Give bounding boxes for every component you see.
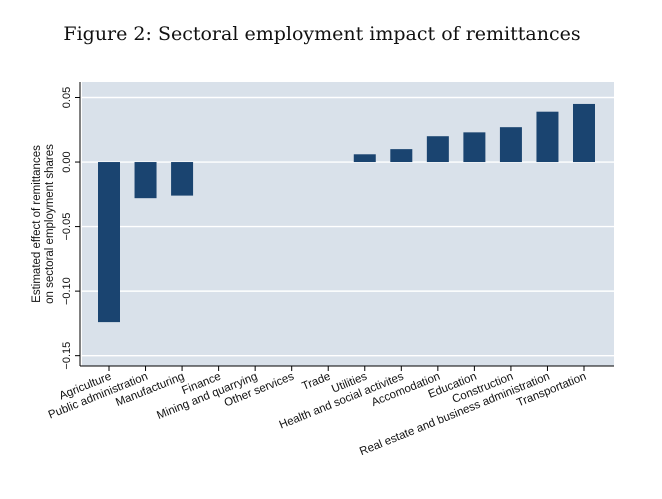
y-ticks: 0.05 0.00 −0.05 −0.10 −0.15 [61, 87, 80, 370]
chart-title: Figure 2: Sectoral employment impact of … [63, 23, 580, 45]
bar [98, 162, 120, 323]
bar [353, 154, 376, 163]
bar [499, 127, 522, 163]
bar [171, 162, 194, 196]
plot-area [82, 82, 614, 366]
gridlines [82, 96, 614, 357]
y-tick-label: −0.10 [61, 277, 73, 305]
bar [536, 111, 559, 163]
y-tick-label: −0.05 [61, 213, 73, 241]
bar [426, 136, 449, 163]
y-tick-label: 0.00 [61, 151, 73, 172]
bar [573, 103, 595, 163]
y-axis-label: Estimated effect of remittances on secto… [31, 144, 56, 304]
bars [98, 103, 595, 323]
y-axis-label-line-1: Estimated effect of remittances [31, 145, 43, 303]
bar [463, 132, 486, 163]
y-tick-label: −0.15 [61, 342, 73, 370]
y-tick-label: 0.05 [61, 87, 73, 108]
bar [134, 162, 157, 199]
y-axis-label-line-2: on sectoral employment shares [44, 144, 56, 304]
bar [390, 149, 413, 163]
